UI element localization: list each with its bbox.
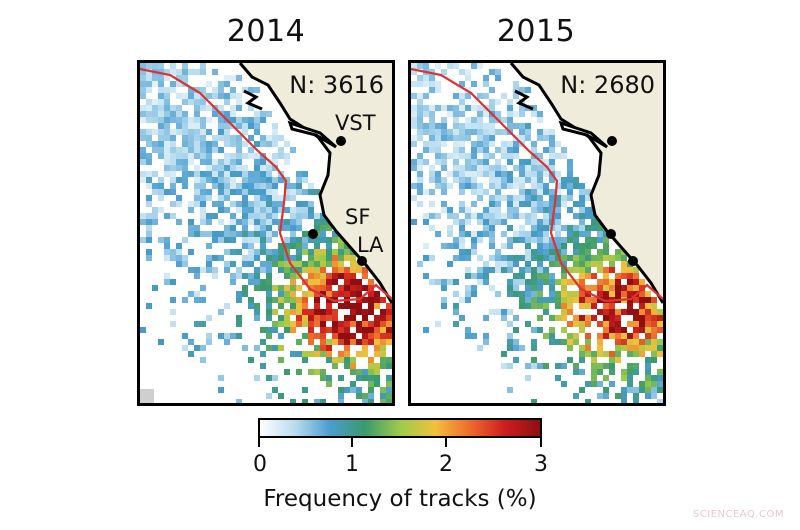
- map-panel-2014: N: 3616 VST SF LA: [137, 60, 395, 406]
- city-marker: [308, 229, 318, 239]
- city-label-la: LA: [357, 233, 384, 257]
- tick-label-0: 0: [253, 452, 267, 477]
- land-area: [511, 63, 663, 303]
- colorbar: 0 1 2 3: [253, 418, 548, 477]
- sample-count-label: N: 3616: [289, 71, 384, 99]
- colorbar-ticks: 0 1 2 3: [253, 438, 548, 477]
- tick-2: [445, 438, 447, 447]
- boundary-line: [411, 67, 663, 303]
- city-marker: [607, 136, 617, 146]
- city-label-sf: SF: [345, 205, 371, 229]
- watermark: SCIENCEAQ.COM: [692, 509, 784, 520]
- heatmap-2014: [140, 63, 392, 403]
- city-marker: [336, 136, 346, 146]
- tick-0: [258, 438, 260, 447]
- tick-1: [351, 438, 353, 447]
- city-marker: [606, 229, 616, 239]
- tick-label-3: 3: [534, 452, 548, 477]
- panel-title-2014: 2014: [226, 14, 306, 49]
- tick-3: [540, 438, 542, 447]
- coastline: [509, 63, 663, 304]
- panel-title-2015: 2015: [496, 14, 576, 49]
- coastline: [238, 63, 392, 304]
- heatmap-cells: [411, 63, 663, 403]
- colorbar-label: Frequency of tracks (%): [263, 486, 537, 512]
- city-label-vst: VST: [335, 111, 376, 135]
- city-marker: [357, 256, 367, 266]
- tick-label-1: 1: [345, 452, 359, 477]
- sample-count-label: N: 2680: [560, 71, 655, 99]
- boundary-line: [140, 67, 392, 303]
- city-marker: [628, 256, 638, 266]
- heatmap-cells: [140, 63, 392, 403]
- land-area: [240, 63, 392, 303]
- tick-label-2: 2: [439, 452, 453, 477]
- colorbar-gradient: [258, 418, 542, 438]
- map-panel-2015: N: 2680: [408, 60, 666, 406]
- heatmap-2015: [411, 63, 663, 403]
